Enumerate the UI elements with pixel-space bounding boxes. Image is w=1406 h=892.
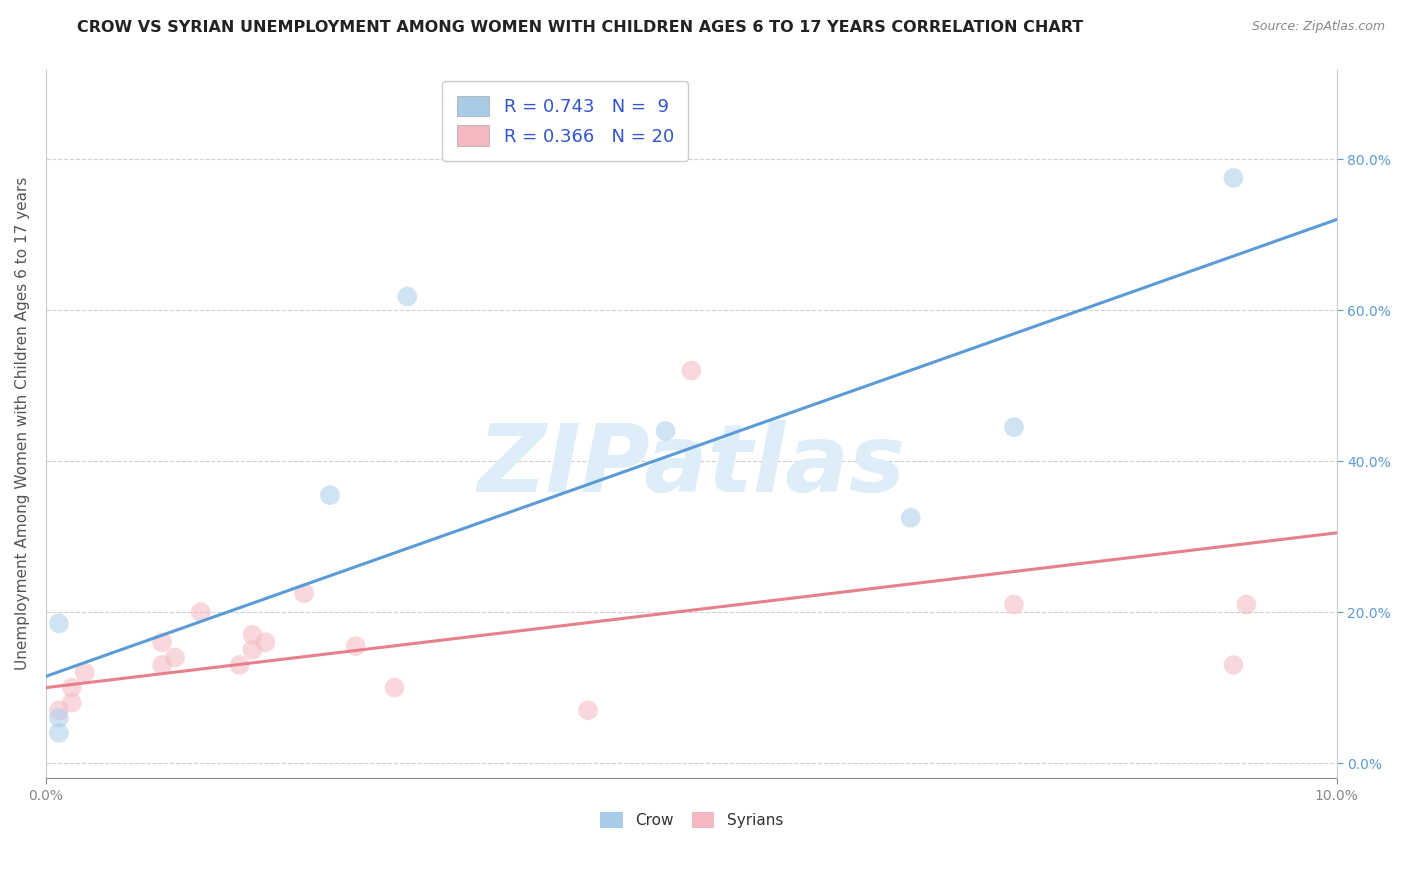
- Point: [48, 711, 70, 725]
- Text: ZIPatlas: ZIPatlas: [477, 420, 905, 512]
- Text: Source: ZipAtlas.com: Source: ZipAtlas.com: [1251, 20, 1385, 33]
- Point: [900, 510, 922, 524]
- Point: [163, 650, 186, 665]
- Point: [396, 289, 419, 303]
- Point: [190, 605, 212, 619]
- Point: [228, 657, 250, 672]
- Point: [242, 628, 264, 642]
- Point: [1222, 171, 1244, 186]
- Point: [319, 488, 342, 502]
- Point: [48, 616, 70, 631]
- Point: [384, 681, 406, 695]
- Point: [242, 643, 264, 657]
- Point: [150, 635, 173, 649]
- Point: [1002, 420, 1025, 434]
- Point: [1234, 598, 1257, 612]
- Point: [1222, 657, 1244, 672]
- Point: [576, 703, 599, 717]
- Point: [654, 424, 676, 438]
- Point: [48, 703, 70, 717]
- Point: [1002, 598, 1025, 612]
- Point: [681, 363, 703, 377]
- Point: [292, 586, 315, 600]
- Point: [73, 665, 96, 680]
- Point: [48, 726, 70, 740]
- Y-axis label: Unemployment Among Women with Children Ages 6 to 17 years: Unemployment Among Women with Children A…: [15, 177, 30, 670]
- Point: [60, 681, 83, 695]
- Text: CROW VS SYRIAN UNEMPLOYMENT AMONG WOMEN WITH CHILDREN AGES 6 TO 17 YEARS CORRELA: CROW VS SYRIAN UNEMPLOYMENT AMONG WOMEN …: [77, 20, 1084, 35]
- Point: [344, 639, 367, 653]
- Point: [254, 635, 277, 649]
- Legend: Crow, Syrians: Crow, Syrians: [593, 805, 789, 834]
- Point: [150, 657, 173, 672]
- Point: [60, 696, 83, 710]
